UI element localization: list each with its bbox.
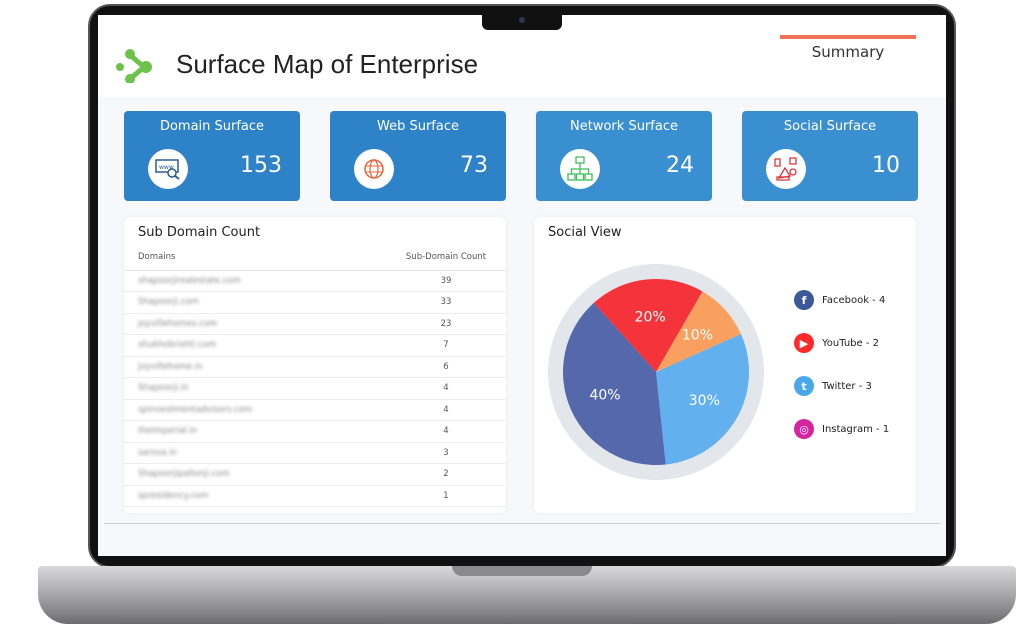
card-value: 10 — [872, 153, 900, 178]
card-label: Web Surface — [377, 119, 459, 134]
table-row: shukhobrishti.com 7 — [124, 334, 506, 357]
column-header-count: Sub-Domain Count — [386, 245, 506, 271]
www-search-icon: www — [148, 149, 188, 189]
card-value: 24 — [666, 153, 694, 178]
table-row: spresidency.com 1 — [124, 485, 506, 507]
facebook-icon: f — [794, 290, 814, 310]
count-cell: 23 — [386, 313, 506, 335]
domain-cell: shukhobrishti.com — [124, 334, 386, 357]
domain-cell: joyvillehomes.com — [124, 313, 386, 335]
panel-title: Social View — [548, 225, 622, 240]
table-row: theimperial.in 4 — [124, 420, 506, 443]
card-social-surface[interactable]: Social Surface 10 — [742, 111, 918, 201]
card-value: 73 — [460, 153, 488, 178]
tab-summary[interactable]: Summary — [780, 35, 916, 61]
table-row: shapoorjirealestate.com 39 — [124, 270, 506, 292]
pie-label: 40% — [589, 388, 620, 404]
domain-cell: spinvestmentadvisors.com — [124, 399, 386, 421]
count-cell: 2 — [386, 463, 506, 486]
twitter-icon: t — [794, 376, 814, 396]
domain-cell: theimperial.in — [124, 420, 386, 443]
count-cell: 4 — [386, 399, 506, 421]
pie-slice[interactable] — [656, 291, 741, 372]
page-title: Surface Map of Enterprise — [176, 49, 479, 79]
pie-label: 10% — [682, 328, 713, 344]
screen: Surface Map of Enterprise Summary Domain… — [98, 15, 946, 556]
divider — [104, 523, 940, 524]
count-cell: 33 — [386, 291, 506, 314]
legend-facebook: f Facebook - 4 — [794, 290, 885, 310]
pie-label: 30% — [689, 393, 720, 409]
legend-label: YouTube - 2 — [822, 337, 879, 349]
count-cell: 39 — [386, 270, 506, 292]
instagram-icon: ◎ — [794, 419, 814, 439]
legend-instagram: ◎ Instagram - 1 — [794, 419, 889, 439]
pie-slice[interactable] — [656, 334, 749, 465]
legend-label: Instagram - 1 — [822, 423, 890, 435]
card-label: Network Surface — [570, 119, 678, 134]
domain-cell: Shapoorjipallonji.com — [124, 463, 386, 486]
social-pie-chart: 20% 10% 30% 40% — [548, 264, 764, 480]
count-cell: 7 — [386, 334, 506, 357]
column-header-domains: Domains — [124, 245, 386, 271]
table-row: Shapoorji.com 33 — [124, 291, 506, 314]
card-label: Social Surface — [783, 119, 877, 134]
card-label: Domain Surface — [159, 119, 265, 134]
panel-title: Sub Domain Count — [138, 225, 261, 240]
pie-label: 20% — [635, 310, 666, 326]
globe-icon — [354, 149, 394, 189]
card-network-surface[interactable]: Network Surface 24 — [536, 111, 712, 201]
pie-slice[interactable] — [593, 279, 703, 372]
legend-label: Twitter - 3 — [822, 380, 872, 392]
count-cell: 6 — [386, 356, 506, 378]
camera-icon — [519, 17, 525, 23]
social-view-panel: Social View 20% 10% 30% 40% f Facebook - 4 ▶ Y… — [534, 217, 916, 513]
domain-cell: joyvillehome.in — [124, 356, 386, 378]
table-row: Shapoorji.in 4 — [124, 377, 506, 400]
domain-cell: sarova.in — [124, 442, 386, 464]
card-web-surface[interactable]: Web Surface 73 — [330, 111, 506, 201]
table-row: joyvillehome.in 6 — [124, 356, 506, 378]
subdomain-table: Domains Sub-Domain Count shapoorjirealest… — [124, 245, 506, 507]
subdomain-panel: Sub Domain Count Domains Sub-Domain Count… — [124, 217, 506, 513]
legend-youtube: ▶ YouTube - 2 — [794, 333, 879, 353]
count-cell: 1 — [386, 485, 506, 507]
table-row: Shapoorjipallonji.com 2 — [124, 463, 506, 486]
svg-text:www: www — [159, 164, 174, 171]
count-cell: 4 — [386, 420, 506, 443]
table-row: sarova.in 3 — [124, 442, 506, 464]
domain-cell: spresidency.com — [124, 485, 386, 507]
logo-icon — [116, 49, 152, 83]
camera-notch — [482, 10, 562, 30]
network-icon — [560, 149, 600, 189]
count-cell: 4 — [386, 377, 506, 400]
table-row: joyvillehomes.com 23 — [124, 313, 506, 335]
card-value: 153 — [240, 153, 282, 178]
domain-cell: Shapoorji.com — [124, 291, 386, 314]
domain-cell: shapoorjirealestate.com — [124, 270, 386, 292]
laptop-groove — [452, 566, 592, 576]
social-media-icon — [766, 149, 806, 189]
table-row: spinvestmentadvisors.com 4 — [124, 399, 506, 421]
legend-twitter: t Twitter - 3 — [794, 376, 872, 396]
count-cell: 3 — [386, 442, 506, 464]
youtube-icon: ▶ — [794, 333, 814, 353]
pie-slice[interactable] — [563, 302, 666, 465]
domain-cell: Shapoorji.in — [124, 377, 386, 400]
card-domain-surface[interactable]: Domain Surface www 153 — [124, 111, 300, 201]
legend-label: Facebook - 4 — [822, 294, 886, 306]
